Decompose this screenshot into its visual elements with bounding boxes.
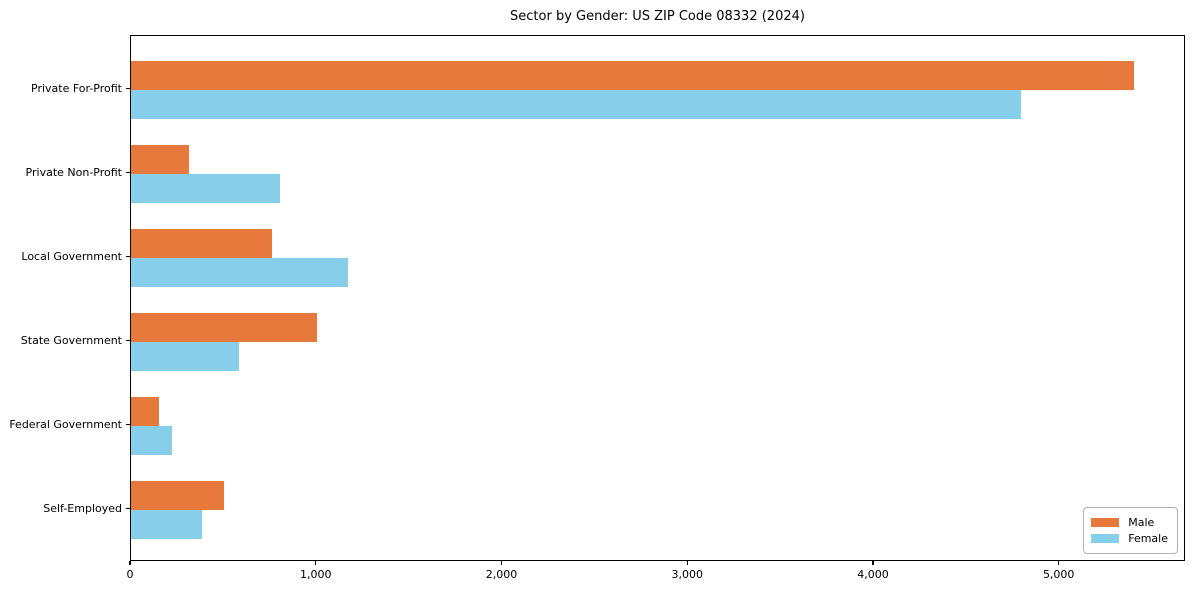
legend-swatch-male-icon	[1091, 518, 1120, 527]
bar-male	[131, 228, 273, 258]
y-tick-mark	[126, 171, 130, 174]
x-tick-label: 4,000	[857, 568, 889, 581]
bar-male	[131, 396, 159, 426]
x-tick-label: 1,000	[299, 568, 332, 581]
bar-female	[131, 89, 1021, 119]
x-tick-label: 0	[126, 568, 134, 581]
x-tick-mark	[129, 561, 131, 565]
x-tick-mark	[686, 561, 688, 565]
bar-male	[131, 144, 189, 174]
x-tick-mark	[872, 561, 874, 565]
bar-male	[131, 60, 1134, 90]
y-tick-label: Federal Government	[9, 417, 122, 431]
x-tick-mark	[500, 561, 503, 565]
bar-female	[131, 509, 202, 539]
y-tick-mark	[126, 87, 130, 90]
bar-female	[131, 425, 172, 455]
y-tick-mark	[126, 423, 130, 426]
chart-title: Sector by Gender: US ZIP Code 08332 (202…	[510, 9, 805, 24]
y-tick-label: Self-Employed	[43, 501, 122, 515]
legend-entry-female: Female	[1091, 532, 1168, 545]
y-tick-label: Local Government	[21, 249, 122, 263]
x-tick-label: 3,000	[671, 568, 703, 581]
bar-male	[131, 312, 317, 342]
legend-entry-male: Male	[1091, 516, 1168, 529]
y-tick-mark	[126, 339, 130, 342]
x-tick-mark	[315, 561, 317, 565]
y-tick-mark	[126, 255, 130, 258]
legend-swatch-female-icon	[1091, 534, 1120, 543]
bar-female	[131, 341, 239, 371]
legend: Male Female	[1083, 507, 1178, 554]
plot-area: Male Female	[130, 35, 1185, 561]
y-tick-mark	[126, 507, 130, 510]
y-tick-label: State Government	[20, 333, 122, 347]
x-tick-label: 5,000	[1042, 568, 1075, 581]
y-tick-label: Private For-Profit	[31, 81, 122, 95]
x-tick-label: 2,000	[485, 568, 518, 581]
legend-label-female: Female	[1128, 532, 1168, 545]
bar-female	[131, 257, 349, 287]
x-tick-mark	[1058, 561, 1060, 565]
legend-label-male: Male	[1128, 516, 1155, 529]
bar-female	[131, 173, 280, 203]
y-tick-label: Private Non-Profit	[25, 165, 122, 179]
bar-male	[131, 480, 224, 510]
